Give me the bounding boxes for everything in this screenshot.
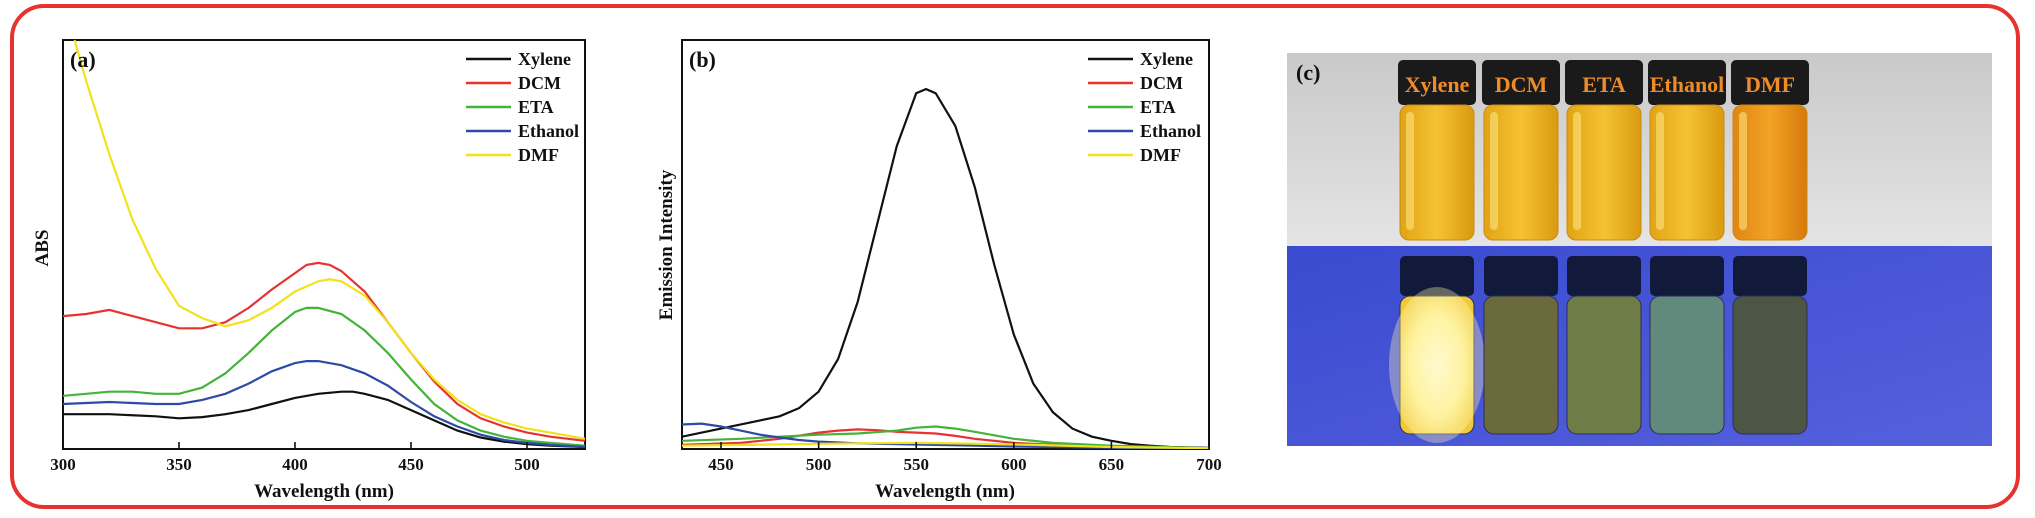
legend-label-a-dcm: DCM	[518, 73, 561, 93]
vial-cap-top-dcm	[1482, 60, 1560, 105]
x-tick-label-a-400: 400	[282, 455, 308, 474]
x-tick-label-b-500: 500	[806, 455, 832, 474]
x-tick-label-b-600: 600	[1001, 455, 1027, 474]
vial-cap-bottom-eta	[1567, 256, 1641, 296]
legend-a: Xylene DCM ETA Ethanol DMF	[466, 49, 579, 165]
legend-label-b-eta: ETA	[1140, 97, 1176, 117]
panel-label-b: (b)	[689, 47, 716, 72]
vial-cap-bottom-dmf	[1733, 256, 1807, 296]
plot-area-b	[681, 39, 1210, 450]
legend-label-b-ethanol: Ethanol	[1140, 121, 1201, 141]
series-line-a-eta	[63, 306, 585, 447]
x-tick-label-b-650: 650	[1099, 455, 1125, 474]
vial-body-bottom-ethanol	[1649, 295, 1725, 435]
plot-area-a	[62, 39, 586, 450]
vial-label-ethanol: Ethanol	[1650, 72, 1725, 97]
legend-label-a-dmf: DMF	[518, 145, 559, 165]
panel-label-a: (a)	[70, 47, 96, 72]
vial-label-xylene: Xylene	[1405, 72, 1470, 97]
vial-body-bottom-dcm	[1483, 295, 1559, 435]
x-tick-label-a-300: 300	[50, 455, 76, 474]
vial-highlight-top-dcm	[1490, 112, 1498, 230]
x-tick-label-a-450: 450	[398, 455, 424, 474]
vial-highlight-top-xylene	[1406, 112, 1414, 230]
vial-body-bottom-xylene	[1399, 295, 1475, 435]
series-line-b-eta	[682, 425, 1209, 449]
panel-label-c: (c)	[1296, 60, 1320, 85]
legend-b: Xylene DCM ETA Ethanol DMF	[1088, 49, 1201, 165]
legend-label-b-dmf: DMF	[1140, 145, 1181, 165]
series-line-b-ethanol	[682, 422, 1209, 449]
vial-body-top-eta	[1566, 104, 1642, 241]
legend-label-b-dcm: DCM	[1140, 73, 1183, 93]
vial-label-dcm: DCM	[1495, 72, 1548, 97]
x-tick-label-a-350: 350	[166, 455, 192, 474]
legend-label-a-xylene: Xylene	[518, 49, 571, 69]
series-line-a-xylene	[63, 390, 585, 449]
series-line-a-ethanol	[63, 360, 585, 449]
vial-cap-top-xylene	[1398, 60, 1476, 105]
vial-body-bottom-eta	[1566, 295, 1642, 435]
x-axis-label-a: Wavelength (nm)	[254, 481, 394, 502]
vial-body-top-dcm	[1483, 104, 1559, 241]
x-tick-label-b-700: 700	[1196, 455, 1222, 474]
panel-a-chart: 300 350 400 450 500 (a) Wavelength (nm) ABS …	[32, 39, 586, 502]
vial-body-top-ethanol	[1649, 104, 1725, 241]
legend-label-a-ethanol: Ethanol	[518, 121, 579, 141]
vial-body-top-dmf	[1732, 104, 1808, 241]
x-tick-label-a-500: 500	[514, 455, 540, 474]
panel-c-photo: Xylene DCM ETA Ethanol DMF (c)	[1287, 53, 1992, 446]
series-line-a-dcm	[63, 261, 585, 442]
vial-cap-bottom-xylene	[1400, 256, 1474, 296]
x-tick-label-b-550: 550	[903, 455, 929, 474]
vial-highlight-top-ethanol	[1656, 112, 1664, 230]
x-axis-label-b: Wavelength (nm)	[875, 481, 1015, 502]
legend-label-b-xylene: Xylene	[1140, 49, 1193, 69]
vial-label-dmf: DMF	[1745, 72, 1795, 97]
x-tick-label-b-450: 450	[708, 455, 734, 474]
y-axis-label-a: ABS	[32, 230, 53, 267]
vial-cap-bottom-ethanol	[1650, 256, 1724, 296]
figure-frame	[10, 4, 2020, 509]
vial-highlight-top-eta	[1573, 112, 1581, 230]
series-line-a-dmf	[73, 40, 585, 440]
vial-body-top-xylene	[1399, 104, 1475, 241]
vial-label-eta: ETA	[1582, 72, 1626, 97]
panel-b-chart: 450 500 550 600 650 700 (b) Wavelength (nm) E…	[656, 39, 1222, 502]
y-axis-label-b: Emission Intensity	[656, 169, 677, 320]
series-line-b-xylene	[682, 87, 1209, 449]
vial-cap-top-dmf	[1731, 60, 1809, 105]
legend-label-a-eta: ETA	[518, 97, 554, 117]
vial-cap-top-ethanol	[1648, 60, 1726, 105]
vial-body-bottom-dmf	[1732, 295, 1808, 435]
vial-glow-xylene	[1389, 287, 1485, 443]
vial-cap-top-eta	[1565, 60, 1643, 105]
vial-highlight-top-dmf	[1739, 112, 1747, 230]
vial-cap-bottom-dcm	[1484, 256, 1558, 296]
